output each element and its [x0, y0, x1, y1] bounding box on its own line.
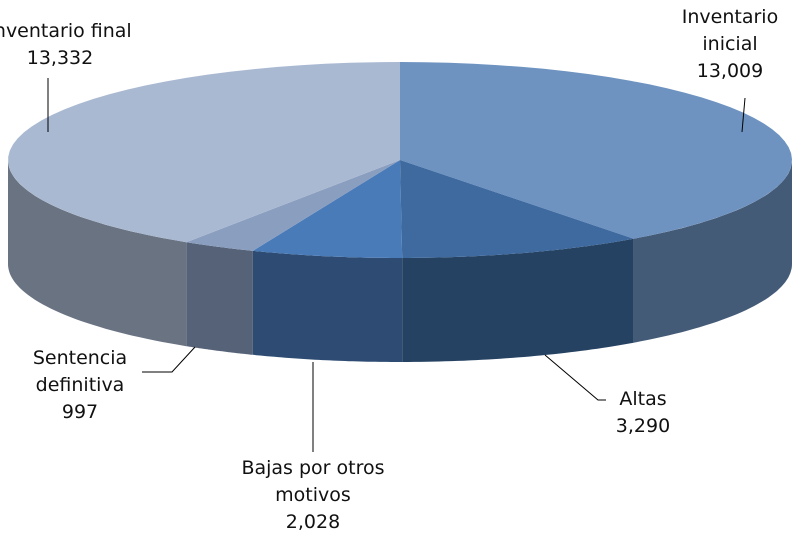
slice-side	[8, 160, 187, 347]
slice-side	[252, 250, 403, 362]
data-label: Sentencia definitiva 997	[15, 345, 145, 426]
data-label: Altas 3,290	[583, 386, 703, 440]
slice	[400, 62, 792, 239]
leader-line	[544, 354, 606, 401]
slice-side	[633, 160, 792, 343]
label-value: 13,332	[26, 47, 94, 69]
slice-side	[186, 242, 253, 355]
leader-line	[142, 346, 196, 373]
label-category: Inventario inicial	[681, 6, 779, 55]
label-value: 997	[61, 401, 99, 423]
label-value: 13,009	[696, 60, 764, 82]
data-label: Bajas por otros motivos 2,028	[218, 455, 408, 534]
label-category: Bajas por otros motivos	[241, 457, 385, 506]
label-category: Sentencia definitiva	[32, 347, 128, 396]
label-category: Altas	[619, 388, 667, 410]
label-category: Inventario final	[0, 20, 132, 42]
label-value: 3,290	[615, 415, 671, 437]
leader-line	[741, 97, 746, 133]
data-label: Inventario final 13,332	[0, 18, 170, 72]
slice-side	[402, 238, 634, 362]
data-label: Inventario inicial 13,009	[670, 4, 790, 85]
slice	[186, 160, 400, 251]
label-value: 2,028	[285, 511, 341, 533]
slice	[400, 160, 634, 258]
slice	[8, 62, 400, 243]
slice	[252, 160, 403, 258]
